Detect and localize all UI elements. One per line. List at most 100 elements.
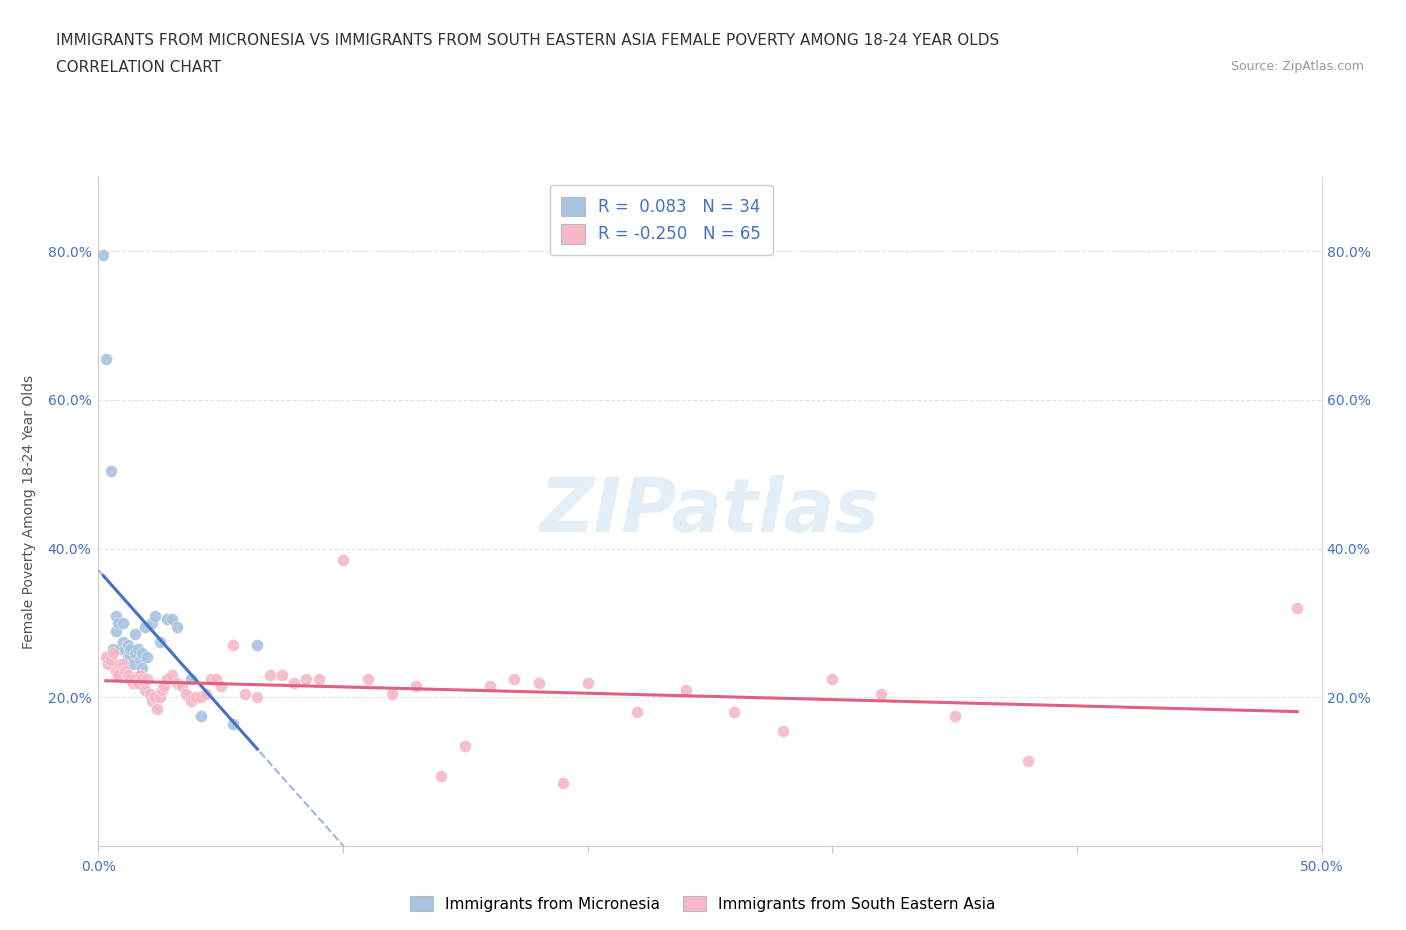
Point — [101, 642, 124, 657]
Point — [149, 690, 172, 705]
Point — [107, 616, 129, 631]
Point — [117, 668, 139, 683]
Legend: R =  0.083   N = 34, R = -0.250   N = 65: R = 0.083 N = 34, R = -0.250 N = 65 — [550, 185, 772, 255]
Point — [124, 627, 146, 642]
Point — [117, 638, 139, 653]
Point — [186, 690, 208, 705]
Point — [114, 664, 136, 679]
Point — [127, 675, 149, 690]
Point — [1286, 601, 1309, 616]
Text: CORRELATION CHART: CORRELATION CHART — [56, 60, 221, 75]
Point — [131, 671, 153, 686]
Point — [121, 675, 143, 690]
Point — [153, 679, 176, 694]
Point — [141, 694, 163, 709]
Point — [139, 686, 162, 701]
Point — [259, 668, 281, 683]
Point — [170, 679, 193, 694]
Point — [110, 642, 132, 657]
Point — [111, 616, 134, 631]
Point — [478, 679, 501, 694]
Point — [233, 686, 256, 701]
Point — [195, 686, 218, 701]
Point — [180, 671, 202, 686]
Point — [104, 608, 127, 623]
Y-axis label: Female Poverty Among 18-24 Year Olds: Female Poverty Among 18-24 Year Olds — [22, 375, 37, 648]
Point — [356, 671, 378, 686]
Point — [129, 668, 152, 683]
Point — [120, 671, 142, 686]
Legend: Immigrants from Micronesia, Immigrants from South Eastern Asia: Immigrants from Micronesia, Immigrants f… — [404, 889, 1002, 918]
Point — [943, 709, 966, 724]
Point — [141, 616, 163, 631]
Point — [150, 683, 173, 698]
Point — [626, 705, 648, 720]
Point — [110, 657, 132, 671]
Point — [143, 608, 166, 623]
Point — [97, 657, 120, 671]
Point — [675, 683, 697, 698]
Point — [553, 776, 575, 790]
Point — [821, 671, 844, 686]
Point — [131, 645, 153, 660]
Point — [104, 623, 127, 638]
Point — [104, 664, 127, 679]
Point — [107, 668, 129, 683]
Point — [111, 634, 134, 649]
Point — [156, 612, 179, 627]
Point — [120, 642, 142, 657]
Point — [94, 649, 117, 664]
Point — [723, 705, 745, 720]
Point — [149, 634, 172, 649]
Point — [160, 612, 183, 627]
Point — [430, 768, 453, 783]
Point — [222, 638, 245, 653]
Point — [176, 686, 198, 701]
Point — [160, 668, 183, 683]
Point — [246, 638, 269, 653]
Point — [134, 683, 156, 698]
Point — [503, 671, 526, 686]
Point — [1017, 753, 1039, 768]
Point — [246, 690, 269, 705]
Point — [129, 653, 152, 668]
Point — [127, 642, 149, 657]
Point — [91, 247, 114, 262]
Point — [180, 694, 202, 709]
Point — [156, 671, 179, 686]
Point — [94, 352, 117, 366]
Point — [101, 645, 124, 660]
Point — [270, 668, 294, 683]
Point — [121, 657, 143, 671]
Point — [870, 686, 893, 701]
Point — [190, 690, 212, 705]
Point — [283, 675, 305, 690]
Point — [117, 649, 139, 664]
Point — [136, 671, 159, 686]
Point — [222, 716, 245, 731]
Point — [381, 686, 404, 701]
Point — [576, 675, 599, 690]
Text: ZIPatlas: ZIPatlas — [540, 475, 880, 548]
Point — [295, 671, 318, 686]
Point — [143, 690, 166, 705]
Point — [100, 653, 122, 668]
Point — [146, 701, 169, 716]
Point — [120, 649, 142, 664]
Point — [100, 463, 122, 478]
Point — [772, 724, 794, 738]
Point — [527, 675, 550, 690]
Point — [209, 679, 232, 694]
Point — [134, 619, 156, 634]
Point — [166, 619, 188, 634]
Point — [454, 738, 477, 753]
Text: IMMIGRANTS FROM MICRONESIA VS IMMIGRANTS FROM SOUTH EASTERN ASIA FEMALE POVERTY : IMMIGRANTS FROM MICRONESIA VS IMMIGRANTS… — [56, 33, 1000, 47]
Text: Source: ZipAtlas.com: Source: ZipAtlas.com — [1230, 60, 1364, 73]
Point — [124, 671, 146, 686]
Point — [166, 675, 188, 690]
Point — [308, 671, 330, 686]
Point — [205, 671, 228, 686]
Point — [200, 671, 222, 686]
Point — [111, 657, 134, 671]
Point — [405, 679, 427, 694]
